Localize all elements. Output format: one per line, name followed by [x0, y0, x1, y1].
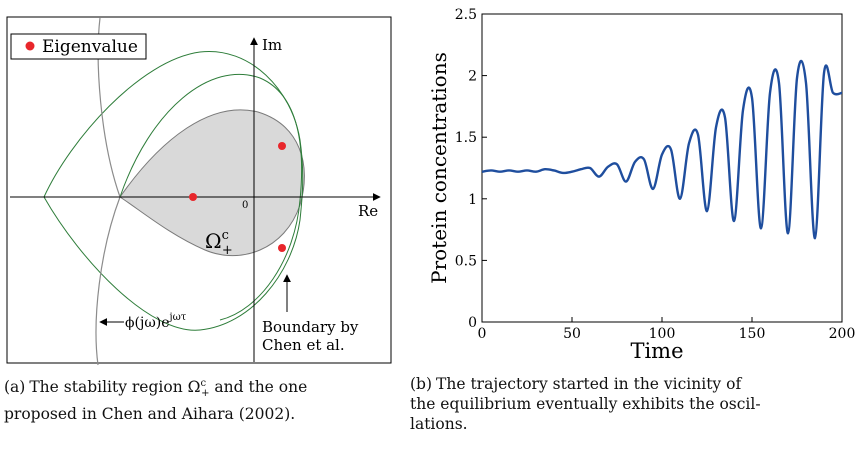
region-label: Ωc +	[205, 228, 233, 258]
x-tick-label: 0	[478, 326, 487, 342]
y-tick-label: 2	[468, 69, 477, 85]
plot-frame	[481, 13, 843, 323]
axis-re-label: Re	[358, 202, 378, 220]
caption-right-line3: lations.	[410, 415, 468, 433]
x-tick-label: 50	[563, 326, 581, 342]
axis-im-label: Im	[262, 36, 282, 54]
caption-left-line2: proposed in Chen and Aihara (2002).	[4, 405, 296, 424]
x-tick-label: 200	[829, 326, 856, 342]
x-axis-label: Time	[630, 339, 683, 363]
eigenvalue-point	[189, 193, 197, 201]
stability-region	[119, 109, 305, 257]
diagram-frame	[6, 16, 392, 364]
origin-label: 0	[242, 200, 248, 211]
legend-marker	[25, 41, 35, 51]
legend-label: Eigenvalue	[42, 37, 138, 57]
y-tick-label: 0.5	[455, 253, 477, 269]
x-tick-label: 150	[739, 326, 766, 342]
y-tick-label: 0	[468, 315, 477, 331]
boundary-label-line2: Chen et al.	[262, 336, 345, 354]
y-tick-label: 2.5	[455, 7, 477, 23]
stability-diagram: Im Re 0 Eigenvalue Ωc + ϕ(jω)ejωτ Boundar…	[6, 16, 392, 366]
caption-left: (a) The stability region Ωc+ and the one …	[4, 374, 404, 424]
chen-boundary-inner	[119, 73, 303, 321]
series-line	[481, 59, 843, 240]
eigenvalue-point	[278, 142, 286, 150]
chen-boundary	[43, 50, 304, 331]
y-tick-label: 1.5	[455, 130, 477, 146]
caption-right-line1: (b) The trajectory started in the vicinit…	[410, 375, 742, 393]
boundary-label-line1: Boundary by	[262, 318, 359, 336]
eigenvalue-point	[278, 244, 286, 252]
caption-right-line2: the equilibrium eventually exhibits the …	[410, 395, 761, 413]
y-axis-label: Protein concentrations	[427, 52, 451, 284]
x-tick-label: 100	[649, 326, 676, 342]
caption-right: (b) The trajectory started in the vicinit…	[410, 374, 860, 434]
curve-label: ϕ(jω)ejωτ	[125, 312, 187, 331]
y-tick-label: 1	[468, 192, 477, 208]
caption-left-line1: (a) The stability region Ωc+ and the one	[4, 378, 308, 400]
nyquist-curve	[95, 17, 121, 366]
trajectory-chart: 0 50 100 150 200 0 0.5 1 1.5 2 2.5 Time Protein conc…	[427, 7, 856, 363]
